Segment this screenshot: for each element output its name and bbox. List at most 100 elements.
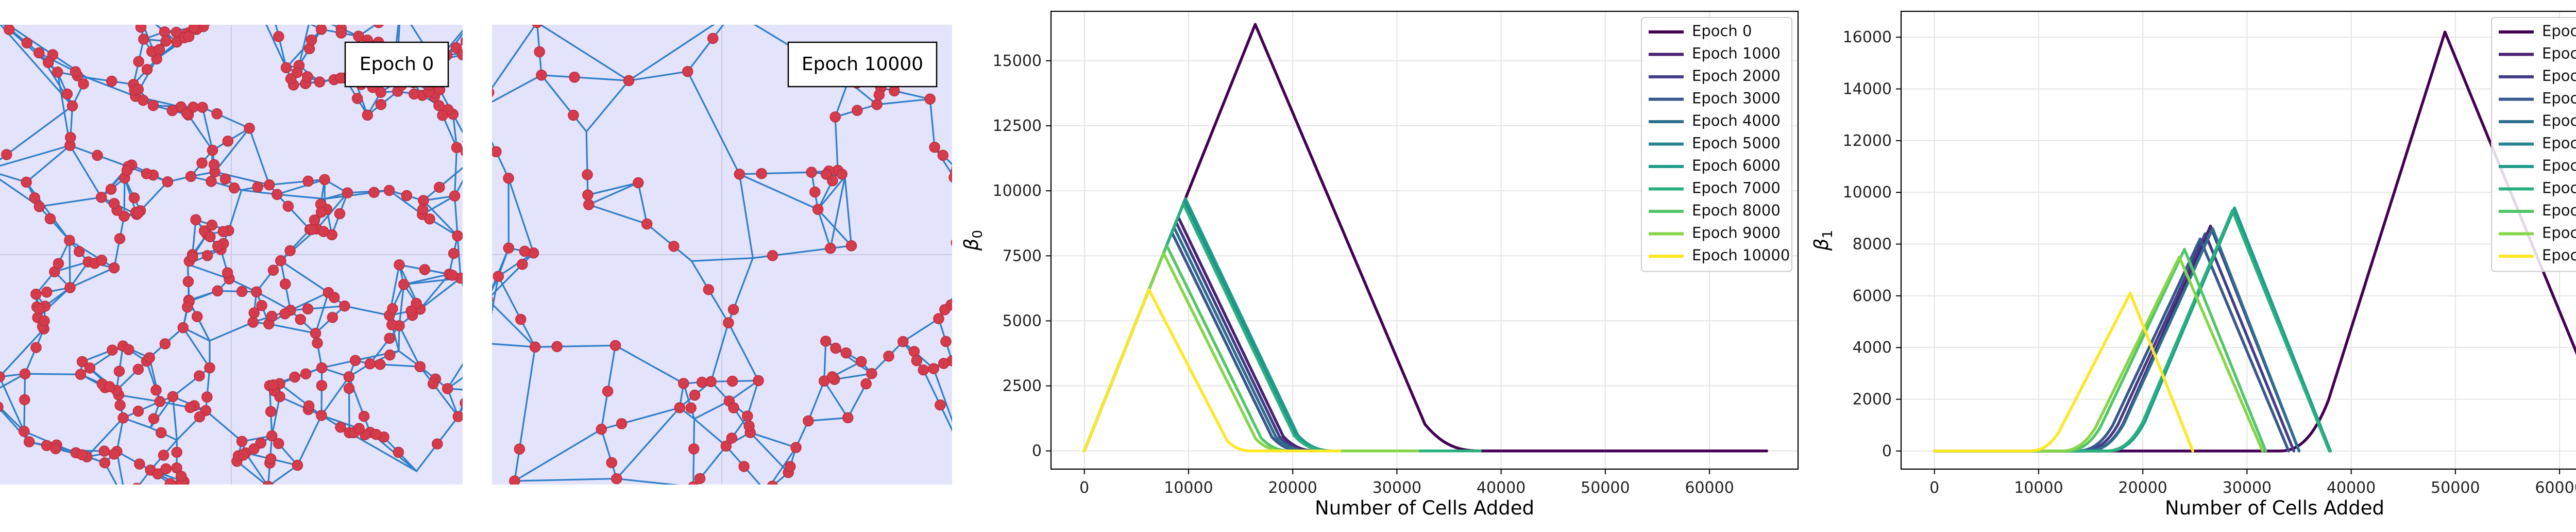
graph-node [300,368,312,379]
graph-edge [514,346,536,482]
graph-node [462,140,463,144]
graph-edge [956,169,957,243]
graph-node [39,315,50,327]
graph-node [248,443,260,455]
graph-node [118,210,130,222]
graph-node [696,376,708,388]
graph-node [268,379,279,391]
graph-edge [369,325,400,365]
graph-edge [628,71,689,81]
graph-edge [258,7,311,15]
graph-edge [447,376,463,390]
graph-node [678,378,689,389]
graph-node [183,31,195,42]
graph-node [191,311,203,322]
graph-edge [492,303,536,348]
graph-node [959,285,970,295]
graph-edge [929,98,936,148]
graph-node [826,371,838,383]
graph-node [536,69,547,81]
graph-node [873,89,885,101]
graph-node [374,359,386,370]
epoch-label: Epoch 10000 [802,54,923,75]
graph-edge [829,176,846,250]
graph-node [534,46,545,58]
legend-entry: Epoch 0 [2542,22,2576,40]
graph-node [398,279,410,290]
graph-node [889,85,900,97]
graph-node [343,371,355,383]
y-tick-label: 0 [1882,442,1892,460]
graph-node [113,365,125,377]
graph-node [387,303,398,314]
graph-node [417,204,429,215]
legend-entry: Epoch 5000 [1692,135,1781,152]
graph-edge [268,323,317,335]
graph-node [339,300,350,312]
graph-node [53,258,64,269]
graph-node [303,400,315,412]
graph-edge [422,167,463,202]
graph-node [830,342,841,354]
graph-node [767,250,778,261]
graph-edge [258,5,271,7]
graph-edge [0,105,74,161]
legend-frame [2491,17,2576,272]
chart-legend: Epoch 0 Epoch 1000 Epoch 2000 Epoch 3000 Epo… [1641,17,1792,272]
graph-node [302,303,314,315]
graph-edge [54,261,89,273]
series-line [1933,247,2267,453]
graph-node [208,159,220,171]
x-tick-label: 30000 [1372,479,1421,497]
graph-edge [69,267,115,289]
graph-edge [398,284,405,327]
legend-entry: Epoch 10000 [1692,246,1790,264]
series-line [1933,232,2296,453]
graph-node [132,405,144,417]
graph-edge [205,367,211,412]
graph-node [265,453,277,464]
graph-node [460,147,463,157]
graph-edge [690,257,754,262]
graph-node [150,385,162,396]
graph-node [263,480,274,485]
graph-edge [738,173,754,259]
graph-node [252,181,263,193]
legend-entry: Epoch 9000 [1692,224,1781,242]
graph-edge [497,252,535,277]
graph-node [935,399,946,411]
graph-edge [316,192,349,230]
graph-edge [587,181,639,196]
series-line [1933,292,2194,453]
graph-node [19,394,30,406]
legend-entry: Epoch 3000 [2542,90,2576,107]
x-axis-label: Number of Cells Added [1315,497,1534,519]
graph-edge [25,144,71,184]
graph-edge [466,41,479,51]
graph-node [318,226,329,237]
chart-grid [1901,11,2576,469]
graph-node [123,344,134,355]
graph-edge [933,368,952,423]
series-line [1933,255,2264,453]
graph-node [65,131,76,143]
graph-node [820,336,832,347]
graph-node [448,247,460,259]
y-tick-label: 12500 [993,117,1042,135]
graph-node [790,442,802,453]
graph-node [154,44,165,55]
graph-node [394,13,404,23]
graph-node [171,26,182,38]
graph-edge [540,74,587,132]
graph-edge [397,25,400,49]
graph-edge [139,181,168,212]
graph-node [207,144,218,156]
graph-node [121,165,133,176]
graph-edge [201,106,214,152]
graph-edge [248,127,270,186]
graph-edge [187,114,214,152]
graph-edge [540,74,630,81]
graph-node [674,402,686,413]
graph-edge [314,291,330,335]
graph-node [76,449,88,460]
